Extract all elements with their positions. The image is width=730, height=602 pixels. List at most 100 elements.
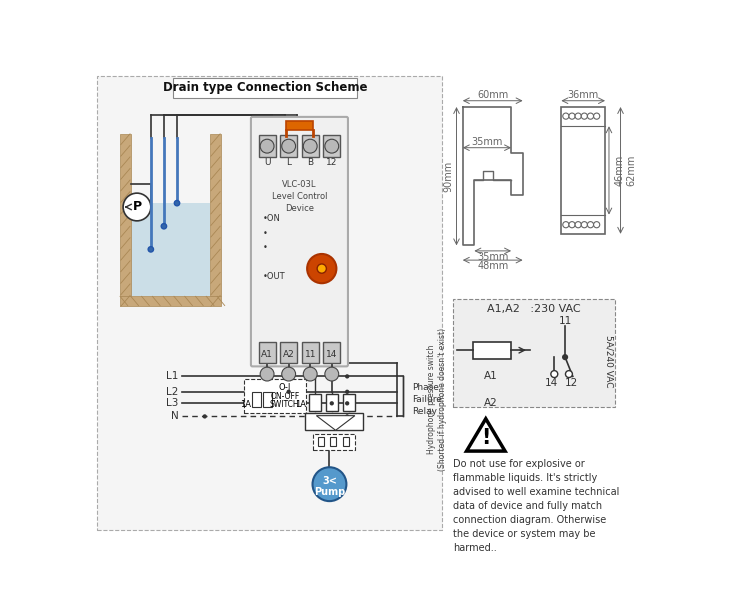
Text: B: B xyxy=(307,158,313,167)
Bar xyxy=(312,434,355,450)
Bar xyxy=(131,203,210,296)
Bar xyxy=(453,299,615,407)
FancyBboxPatch shape xyxy=(251,117,348,367)
Text: 35mm: 35mm xyxy=(477,252,508,262)
Circle shape xyxy=(593,222,600,228)
FancyBboxPatch shape xyxy=(173,78,357,98)
Bar xyxy=(258,135,275,157)
Circle shape xyxy=(123,193,151,221)
Circle shape xyxy=(161,223,166,229)
Text: Do not use for explosive or
flammable liquids. It's strictly
advised to well exa: Do not use for explosive or flammable li… xyxy=(453,459,620,553)
Circle shape xyxy=(345,374,350,379)
Circle shape xyxy=(593,113,600,119)
Bar xyxy=(280,135,297,157)
Text: ON-OFF: ON-OFF xyxy=(270,392,299,401)
Bar xyxy=(342,437,349,447)
Text: 1A: 1A xyxy=(295,400,306,409)
Circle shape xyxy=(330,401,334,406)
Text: 48mm: 48mm xyxy=(477,261,508,272)
Text: !: ! xyxy=(481,428,491,448)
Text: L1: L1 xyxy=(166,371,179,382)
Bar xyxy=(258,342,275,363)
Bar xyxy=(264,392,272,407)
Bar xyxy=(342,394,355,411)
FancyBboxPatch shape xyxy=(285,121,313,130)
Circle shape xyxy=(260,367,274,381)
Circle shape xyxy=(581,113,588,119)
Text: 14: 14 xyxy=(326,350,337,359)
Text: Phase
Failure
Relay: Phase Failure Relay xyxy=(412,383,442,416)
Text: 11: 11 xyxy=(304,350,316,359)
Bar xyxy=(305,414,363,430)
Text: N: N xyxy=(171,411,179,421)
Text: 35mm: 35mm xyxy=(471,137,502,146)
Text: 14: 14 xyxy=(545,377,558,388)
Circle shape xyxy=(303,367,317,381)
Text: •: • xyxy=(264,229,268,238)
Text: 3<
Pump: 3< Pump xyxy=(314,476,345,497)
Circle shape xyxy=(563,113,569,119)
Circle shape xyxy=(265,377,269,380)
Circle shape xyxy=(581,222,588,228)
Text: 12: 12 xyxy=(326,158,337,167)
Text: VLC-03L
Level Control
Device: VLC-03L Level Control Device xyxy=(272,180,327,213)
Bar xyxy=(120,296,221,306)
Text: A1,A2   :230 VAC: A1,A2 :230 VAC xyxy=(488,303,581,314)
Polygon shape xyxy=(466,419,505,451)
Text: L3: L3 xyxy=(166,399,179,408)
Text: 46mm: 46mm xyxy=(615,154,624,185)
Circle shape xyxy=(174,200,180,206)
Circle shape xyxy=(588,222,593,228)
Text: SWITCH: SWITCH xyxy=(270,400,299,409)
Circle shape xyxy=(317,264,326,273)
Bar xyxy=(330,437,337,447)
Circle shape xyxy=(575,222,581,228)
Text: Hydrophone pressure switch
(Shorted if hydrophone doesn't exist): Hydrophone pressure switch (Shorted if h… xyxy=(427,328,447,471)
Circle shape xyxy=(345,414,350,418)
Circle shape xyxy=(286,389,291,394)
Circle shape xyxy=(551,371,558,377)
Text: 5A/240 VAC: 5A/240 VAC xyxy=(604,335,613,387)
Polygon shape xyxy=(316,415,355,430)
Circle shape xyxy=(303,139,317,153)
Text: L: L xyxy=(286,158,291,167)
Bar xyxy=(280,342,297,363)
Circle shape xyxy=(282,139,296,153)
Circle shape xyxy=(308,377,312,380)
Circle shape xyxy=(325,139,339,153)
Bar xyxy=(120,134,131,296)
Circle shape xyxy=(575,113,581,119)
Circle shape xyxy=(588,113,593,119)
Text: U: U xyxy=(264,158,270,167)
Text: Drain type Connection Scheme: Drain type Connection Scheme xyxy=(163,81,367,94)
Text: 1A: 1A xyxy=(240,400,251,409)
Circle shape xyxy=(202,414,207,418)
Bar xyxy=(473,342,511,359)
Bar xyxy=(323,135,340,157)
Bar xyxy=(210,134,221,296)
Text: •: • xyxy=(264,243,268,252)
Text: •OUT: •OUT xyxy=(264,272,286,281)
Bar xyxy=(301,342,319,363)
Text: A2: A2 xyxy=(283,350,294,359)
Circle shape xyxy=(569,113,575,119)
Circle shape xyxy=(563,222,569,228)
Bar xyxy=(97,76,442,530)
Circle shape xyxy=(282,367,296,381)
Circle shape xyxy=(562,354,568,360)
Text: •ON: •ON xyxy=(264,214,281,223)
Circle shape xyxy=(569,222,575,228)
Bar xyxy=(244,379,306,414)
Bar xyxy=(561,107,605,234)
Bar xyxy=(309,394,321,411)
Circle shape xyxy=(566,371,572,377)
Bar xyxy=(252,392,261,407)
Circle shape xyxy=(260,139,274,153)
Text: 90mm: 90mm xyxy=(444,161,454,192)
Text: 36mm: 36mm xyxy=(567,90,599,101)
Bar xyxy=(301,135,319,157)
Text: A1: A1 xyxy=(483,371,497,380)
Text: L2: L2 xyxy=(166,387,179,397)
Circle shape xyxy=(345,401,350,406)
Circle shape xyxy=(265,374,269,379)
